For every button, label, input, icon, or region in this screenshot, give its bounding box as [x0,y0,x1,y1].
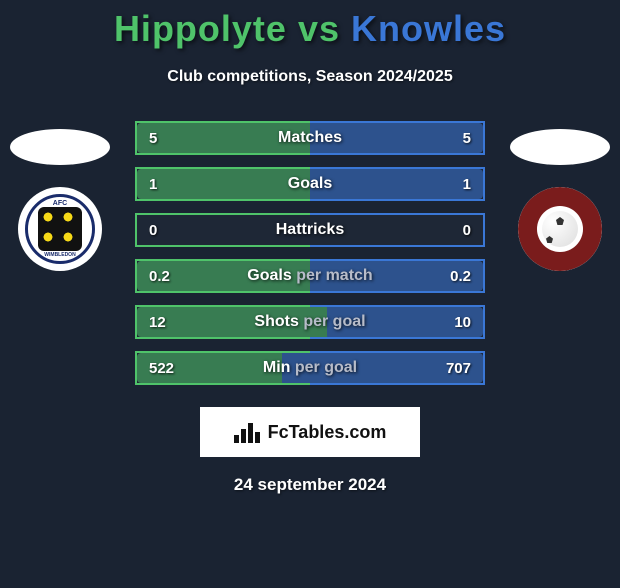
brand-badge: FcTables.com [200,407,420,457]
stat-value-right: 707 [446,360,471,377]
right-player-column [500,121,620,271]
stat-row: 1Goals1 [135,167,485,201]
stat-value-right: 5 [463,130,471,147]
stat-value-right: 1 [463,176,471,193]
comparison-area: AFC WIMBLEDON 5Matches51Goals10Hattricks… [0,121,620,385]
stat-row: 12Shots per goal10 [135,305,485,339]
stat-row: 5Matches5 [135,121,485,155]
stat-row: 522Min per goal707 [135,351,485,385]
brand-chart-icon [234,421,262,443]
date-text: 24 september 2024 [0,475,620,495]
stat-label: Shots per goal [137,313,483,331]
club-badge-right [518,187,602,271]
stat-row: 0Hattricks0 [135,213,485,247]
stat-label: Min per goal [137,359,483,377]
stats-list: 5Matches51Goals10Hattricks00.2Goals per … [135,121,485,385]
title-player-left: Hippolyte [114,8,287,49]
stat-value-right: 0.2 [450,268,471,285]
stat-row: 0.2Goals per match0.2 [135,259,485,293]
stat-label: Hattricks [137,221,483,239]
left-player-column: AFC WIMBLEDON [0,121,120,271]
stat-label: Goals per match [137,267,483,285]
player-silhouette-right [510,129,610,165]
club-badge-left: AFC WIMBLEDON [18,187,102,271]
stat-label: Goals [137,175,483,193]
brand-text: FcTables.com [268,422,387,443]
player-silhouette-left [10,129,110,165]
page-title: Hippolyte vs Knowles [0,8,620,50]
stat-value-right: 0 [463,222,471,239]
stat-label: Matches [137,129,483,147]
title-player-right: Knowles [351,8,506,49]
title-vs: vs [298,8,340,49]
subtitle: Club competitions, Season 2024/2025 [0,68,620,86]
stat-value-right: 10 [454,314,471,331]
